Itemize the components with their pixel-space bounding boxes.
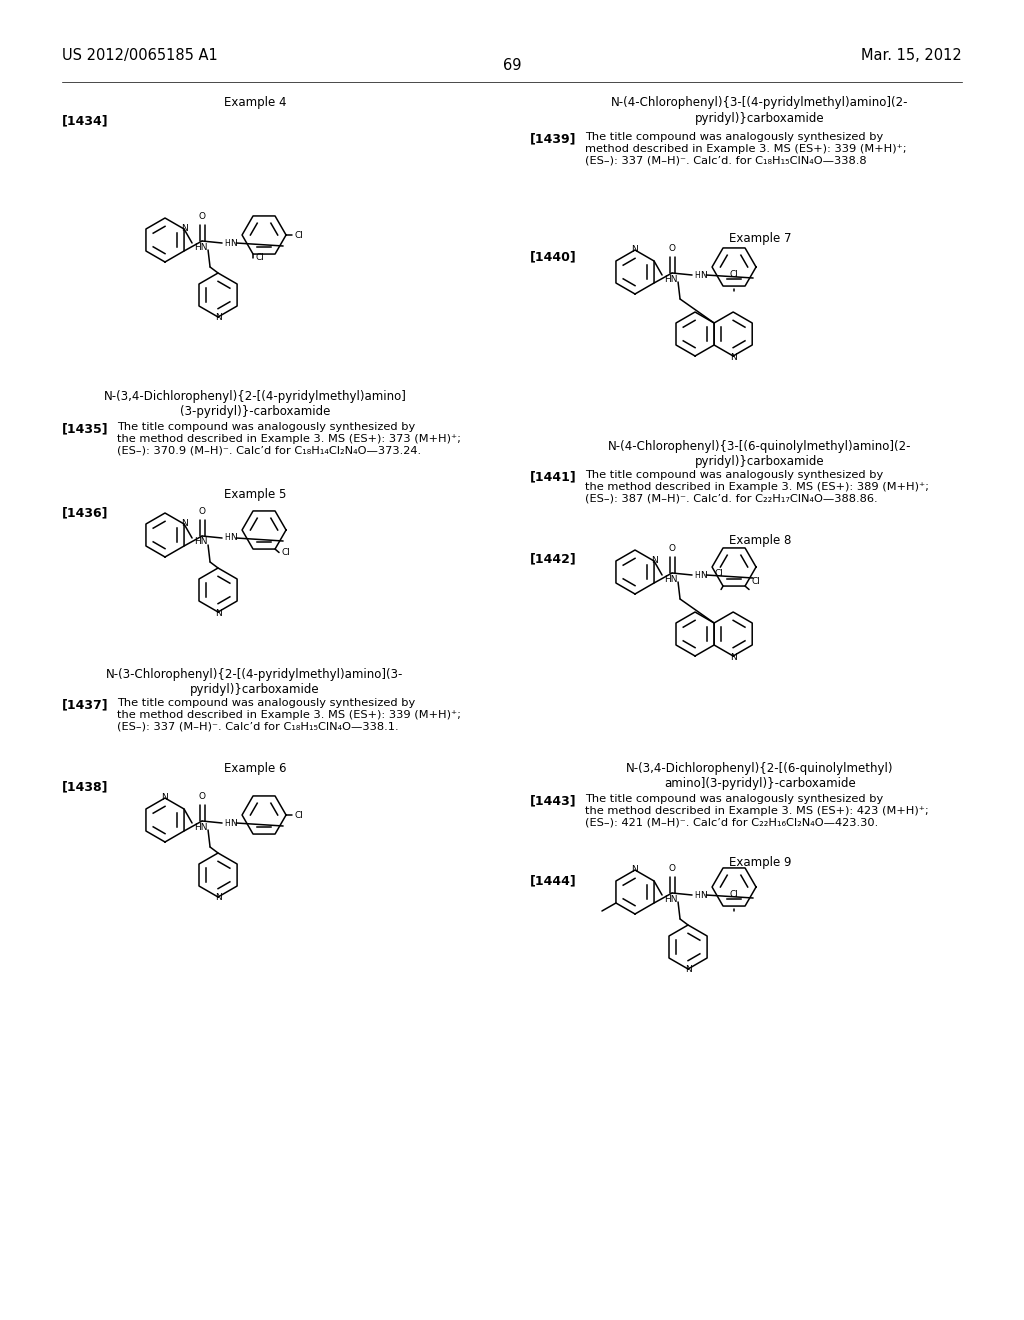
Text: [1438]: [1438] [62, 780, 109, 793]
Text: [1443]: [1443] [530, 795, 577, 807]
Text: The title compound was analogously synthesized by
the method described in Exampl: The title compound was analogously synth… [585, 795, 929, 828]
Text: N-(4-Chlorophenyl){3-[(4-pyridylmethyl)amino](2-: N-(4-Chlorophenyl){3-[(4-pyridylmethyl)a… [611, 96, 908, 110]
Text: H: H [694, 891, 699, 899]
Text: [1444]: [1444] [530, 874, 577, 887]
Text: HN: HN [664, 574, 678, 583]
Text: Cl: Cl [294, 810, 303, 820]
Text: Cl: Cl [730, 890, 738, 899]
Text: Cl: Cl [751, 577, 760, 586]
Text: H: H [224, 533, 229, 543]
Text: [1436]: [1436] [62, 506, 109, 519]
Text: N: N [632, 244, 638, 253]
Text: [1442]: [1442] [530, 552, 577, 565]
Text: H: H [694, 271, 699, 280]
Text: pyridyl)}carboxamide: pyridyl)}carboxamide [695, 112, 824, 125]
Text: [1437]: [1437] [62, 698, 109, 711]
Text: O: O [199, 792, 206, 801]
Text: N: N [215, 609, 221, 618]
Text: Example 7: Example 7 [729, 232, 792, 246]
Text: N: N [181, 224, 188, 234]
Text: N: N [230, 818, 237, 828]
Text: The title compound was analogously synthesized by
the method described in Exampl: The title compound was analogously synth… [117, 698, 461, 731]
Text: N-(3-Chlorophenyl){2-[(4-pyridylmethyl)amino](3-
pyridyl)}carboxamide: N-(3-Chlorophenyl){2-[(4-pyridylmethyl)a… [106, 668, 403, 696]
Text: HN: HN [664, 275, 678, 284]
Text: HN: HN [195, 243, 208, 252]
Text: N: N [230, 533, 237, 543]
Text: H: H [694, 570, 699, 579]
Text: HN: HN [195, 822, 208, 832]
Text: Example 8: Example 8 [729, 535, 792, 546]
Text: The title compound was analogously synthesized by
the method described in Exampl: The title compound was analogously synth… [585, 470, 929, 503]
Text: N: N [730, 352, 736, 362]
Text: Example 5: Example 5 [224, 488, 286, 502]
Text: N-(3,4-Dichlorophenyl){2-[(6-quinolylmethyl)
amino](3-pyridyl)}-carboxamide: N-(3,4-Dichlorophenyl){2-[(6-quinolylmet… [627, 762, 894, 789]
Text: N: N [181, 519, 188, 528]
Text: HN: HN [195, 537, 208, 546]
Text: Example 6: Example 6 [224, 762, 287, 775]
Text: H: H [224, 818, 229, 828]
Text: [1439]: [1439] [530, 132, 577, 145]
Text: H: H [224, 239, 229, 248]
Text: Cl: Cl [255, 253, 264, 261]
Text: O: O [199, 507, 206, 516]
Text: N: N [685, 965, 691, 974]
Text: [1434]: [1434] [62, 114, 109, 127]
Text: N: N [215, 894, 221, 903]
Text: N: N [730, 652, 736, 661]
Text: O: O [669, 865, 676, 873]
Text: Cl: Cl [294, 231, 303, 239]
Text: The title compound was analogously synthesized by
the method described in Exampl: The title compound was analogously synth… [117, 422, 461, 455]
Text: N: N [700, 271, 707, 280]
Text: N: N [215, 314, 221, 322]
Text: Cl: Cl [730, 271, 738, 279]
Text: N: N [700, 570, 707, 579]
Text: Cl: Cl [715, 569, 724, 578]
Text: O: O [669, 244, 676, 253]
Text: Cl: Cl [281, 548, 290, 557]
Text: N: N [632, 865, 638, 874]
Text: US 2012/0065185 A1: US 2012/0065185 A1 [62, 48, 218, 63]
Text: N: N [651, 556, 658, 565]
Text: Example 4: Example 4 [224, 96, 287, 110]
Text: [1440]: [1440] [530, 249, 577, 263]
Text: 69: 69 [503, 58, 521, 73]
Text: [1435]: [1435] [62, 422, 109, 436]
Text: N-(4-Chlorophenyl){3-[(6-quinolylmethyl)amino](2-
pyridyl)}carboxamide: N-(4-Chlorophenyl){3-[(6-quinolylmethyl)… [608, 440, 911, 469]
Text: The title compound was analogously synthesized by
method described in Example 3.: The title compound was analogously synth… [585, 132, 906, 165]
Text: [1441]: [1441] [530, 470, 577, 483]
Text: O: O [199, 213, 206, 220]
Text: O: O [669, 544, 676, 553]
Text: HN: HN [664, 895, 678, 903]
Text: N: N [230, 239, 237, 248]
Text: N: N [700, 891, 707, 899]
Text: Example 9: Example 9 [729, 855, 792, 869]
Text: Mar. 15, 2012: Mar. 15, 2012 [861, 48, 962, 63]
Text: N: N [162, 792, 168, 801]
Text: N-(3,4-Dichlorophenyl){2-[(4-pyridylmethyl)amino]
(3-pyridyl)}-carboxamide: N-(3,4-Dichlorophenyl){2-[(4-pyridylmeth… [103, 389, 407, 418]
